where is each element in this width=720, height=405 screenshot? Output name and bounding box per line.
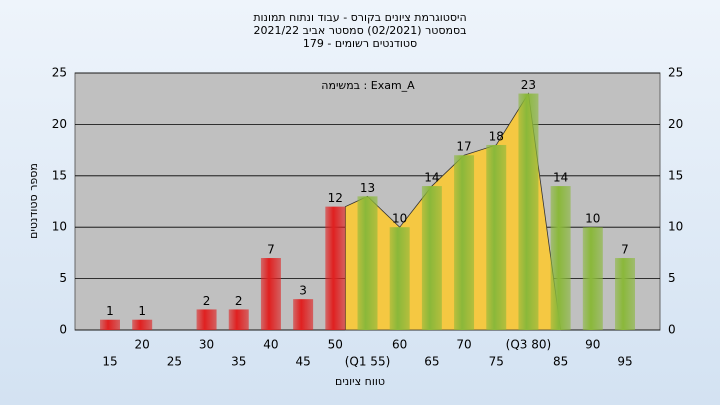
x-tick-label: 95 [617, 355, 632, 369]
value-label: 3 [299, 284, 307, 298]
value-label: 18 [489, 129, 504, 143]
x-axis-label: טווח ציונים [335, 375, 385, 388]
bar [325, 206, 346, 330]
x-tick-label: 40 [263, 338, 278, 352]
y2-tick-label: 0 [668, 323, 676, 337]
bar [357, 196, 378, 330]
y-tick-label: 10 [52, 220, 67, 234]
bar [518, 93, 539, 330]
x-tick-label: (Q1 55) [345, 355, 391, 369]
title-line: היסטוגרמת ציונים בקורס - עבוד ונתוח תמונ… [253, 11, 466, 24]
bar [421, 186, 442, 330]
bar [100, 319, 120, 330]
title-line: בסמסטר (02/2021) סמסטר אביב 2021/22 [253, 24, 466, 37]
value-label: 10 [392, 212, 407, 226]
x-tick-label: 70 [456, 338, 471, 352]
y-tick-label: 20 [52, 117, 67, 131]
y2-tick-label: 25 [668, 66, 683, 80]
x-tick-label: 65 [424, 355, 439, 369]
x-tick-label: 45 [295, 355, 310, 369]
bar [260, 258, 281, 330]
value-label: 14 [553, 171, 568, 185]
x-tick-label: 30 [199, 338, 214, 352]
y-axis-label: מספר סטודנטים [27, 163, 40, 239]
value-label: 2 [235, 294, 243, 308]
value-label: 17 [456, 140, 471, 154]
x-tick-label: 50 [328, 338, 343, 352]
bar [132, 319, 153, 330]
value-label: 12 [328, 191, 343, 205]
value-label: 2 [203, 294, 211, 308]
x-tick-label: 35 [231, 355, 246, 369]
value-label: 7 [621, 243, 629, 257]
x-tick-label: 85 [553, 355, 568, 369]
annotation: במשימה : Exam_A [321, 79, 415, 92]
x-tick-label: 15 [102, 355, 117, 369]
bar [454, 155, 475, 330]
y-tick-label: 15 [52, 168, 67, 182]
bar [582, 227, 603, 330]
x-tick-label: (Q3 80) [506, 338, 552, 352]
value-label: 7 [267, 243, 275, 257]
value-label: 23 [521, 78, 536, 92]
y-tick-label: 25 [52, 66, 67, 80]
value-label: 10 [585, 212, 600, 226]
bar [550, 186, 571, 330]
value-label: 13 [360, 181, 375, 195]
x-tick-label: 90 [585, 338, 600, 352]
bar [389, 227, 410, 330]
x-tick-label: 75 [489, 355, 504, 369]
y-tick-label: 0 [59, 323, 67, 337]
y-tick-label: 5 [59, 271, 67, 285]
x-tick-label: 60 [392, 338, 407, 352]
bar [486, 144, 507, 330]
x-tick-label: 25 [167, 355, 182, 369]
x-tick-label: 20 [135, 338, 150, 352]
y2-tick-label: 5 [668, 271, 676, 285]
y2-tick-label: 15 [668, 168, 683, 182]
value-label: 1 [138, 304, 146, 318]
y2-tick-label: 20 [668, 117, 683, 131]
title-line: סטודנטים רשומים - 179 [303, 37, 417, 50]
y2-tick-label: 10 [668, 220, 683, 234]
bar [293, 299, 314, 330]
bar [228, 309, 249, 330]
value-label: 1 [106, 304, 114, 318]
value-label: 14 [424, 171, 439, 185]
bar [615, 258, 635, 330]
bar [196, 309, 217, 330]
